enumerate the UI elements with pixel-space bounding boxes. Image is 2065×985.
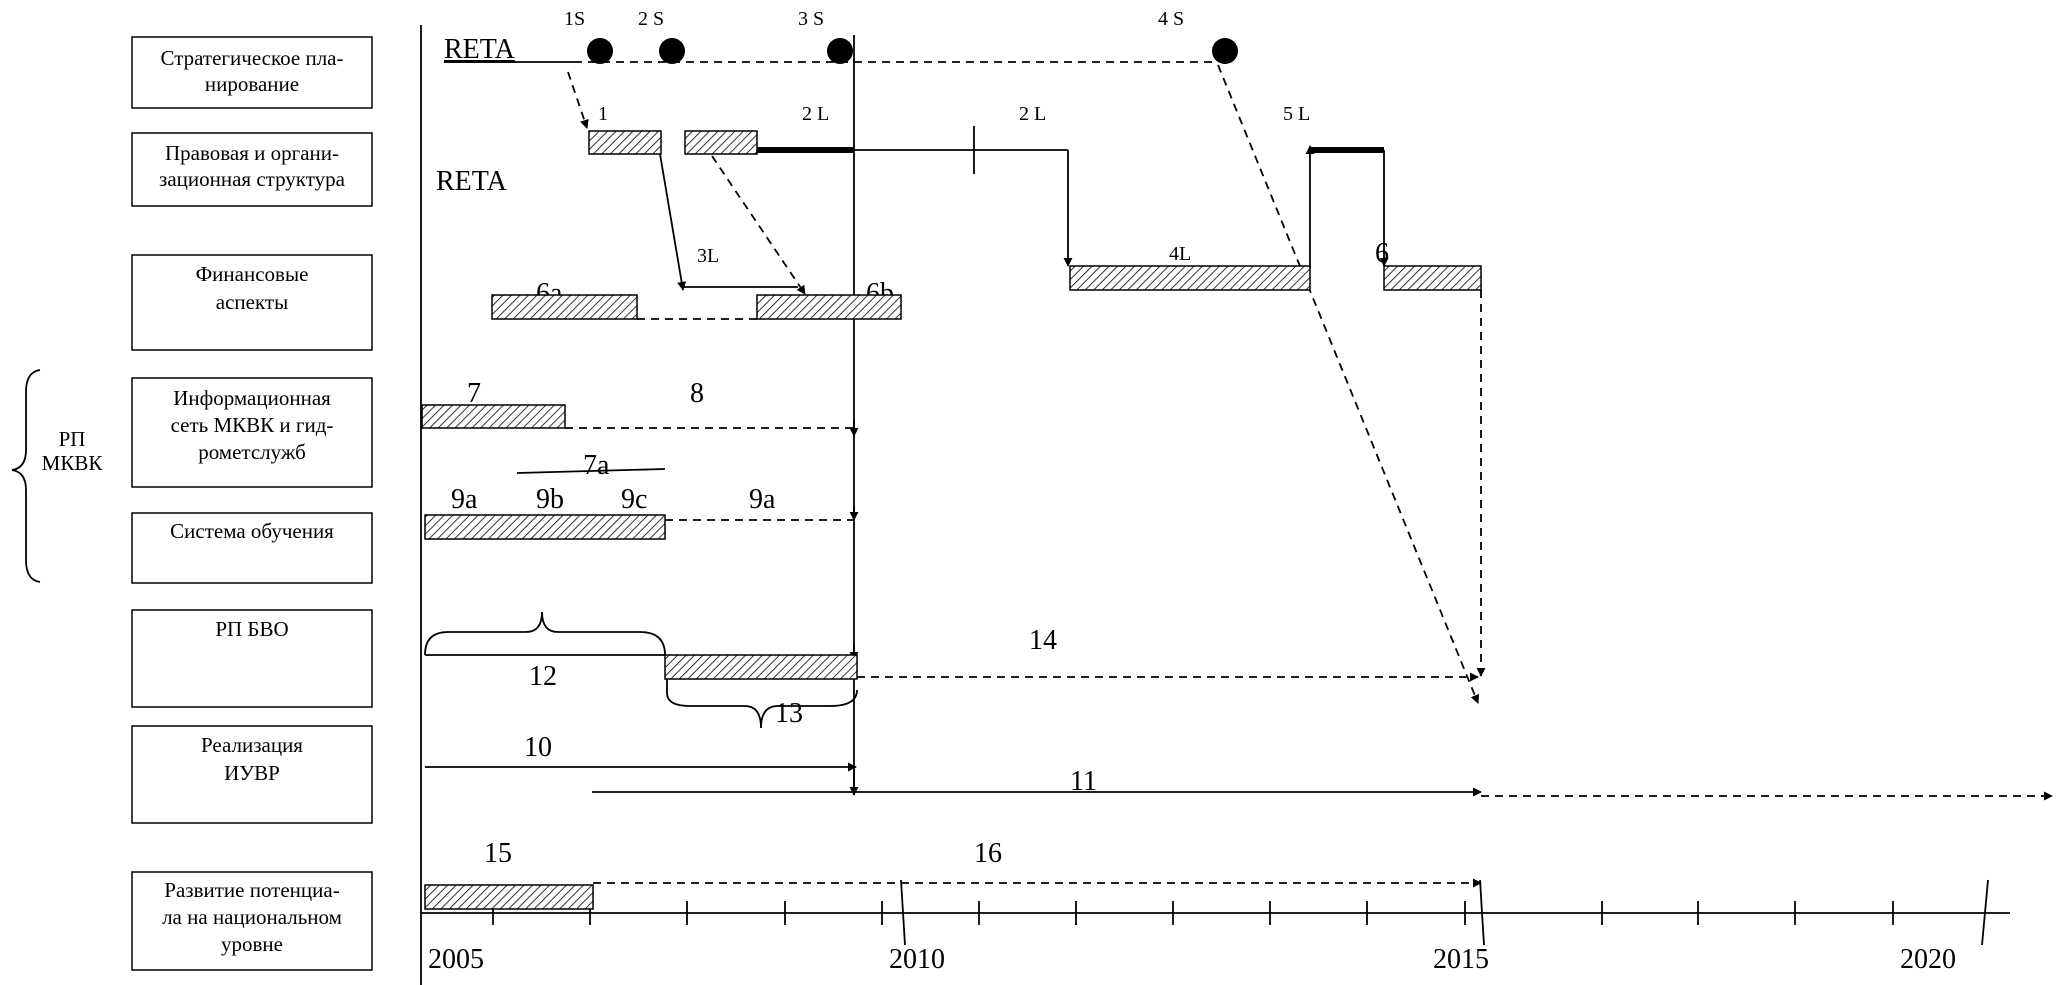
axis-tick-major xyxy=(1479,879,1485,946)
bar-7 xyxy=(421,404,566,429)
bar-2 xyxy=(684,130,758,155)
svg-text:Развитие потенциа-ла на национ: Развитие потенциа-ла на национальном уров… xyxy=(162,878,342,956)
svg-text:РП БВО: РП БВО xyxy=(215,617,288,641)
year-label: 2010 xyxy=(889,944,945,975)
row-label-line: нирование xyxy=(205,72,299,96)
arrow-to-3L xyxy=(659,153,687,291)
row-label-line: Финансовые xyxy=(196,262,309,286)
bar-15 xyxy=(424,884,594,910)
bar-label-6: 6 xyxy=(1375,238,1389,269)
label-5L: 5 L xyxy=(1283,103,1310,125)
milestone-4s xyxy=(1212,38,1238,64)
row-box-rpbvo: РП БВО xyxy=(131,609,373,708)
row-label-line: сеть МКВК и гид- xyxy=(171,413,334,437)
label-16: 16 xyxy=(974,838,1002,869)
bar-9 xyxy=(424,514,666,540)
milestone-label: 1S xyxy=(564,8,585,30)
row-label-line: рометслужб xyxy=(198,440,306,464)
row-box-infonet: Информационная сеть МКВК и гид-рометслужб xyxy=(131,377,373,488)
label-2L: 2 L xyxy=(802,103,829,125)
bar-6 xyxy=(1383,265,1482,291)
row-label-line: ИУВР xyxy=(224,761,280,785)
year-label: 2020 xyxy=(1900,944,1956,975)
row-label-line: аспекты xyxy=(216,290,288,314)
row-label-line: Система обучения xyxy=(170,519,334,543)
milestone-label: 2 S xyxy=(638,8,664,30)
reta-label-mid: RETA xyxy=(436,166,508,197)
bar-label-1: 1 xyxy=(598,103,608,125)
bar-label-9a: 9a xyxy=(451,484,478,515)
reta-label-top: RETA xyxy=(444,34,516,65)
brace-13 xyxy=(666,679,858,729)
year-label: 2015 xyxy=(1433,944,1489,975)
bar-label-9c: 9c xyxy=(621,484,647,515)
row-box-training: Система обучения xyxy=(131,512,373,584)
label-7a: 7a xyxy=(583,450,610,481)
row-label-line: РП БВО xyxy=(215,617,288,641)
svg-text:Стратегическое пла-нирование: Стратегическое пла-нирование xyxy=(160,46,343,96)
bar-6a xyxy=(491,294,638,320)
bar-6b xyxy=(756,294,902,320)
year-label: 2005 xyxy=(428,944,484,975)
arrow-4s-to-rpbvo xyxy=(1217,64,1480,704)
label-10: 10 xyxy=(524,732,552,763)
label-14: 14 xyxy=(1029,625,1057,656)
milestone-1s xyxy=(587,38,613,64)
milestone-label: 4 S xyxy=(1158,8,1184,30)
label-3L: 3L xyxy=(697,245,719,267)
label-8: 8 xyxy=(690,378,704,409)
bar-label-4L: 4L xyxy=(1169,243,1191,265)
milestone-label: 3 S xyxy=(798,8,824,30)
strike-7a xyxy=(516,468,666,474)
group-brace xyxy=(11,369,41,583)
arrow-strategic-to-1 xyxy=(567,71,589,129)
label-12: 12 xyxy=(529,661,557,692)
bar-1 xyxy=(588,130,662,155)
svg-text:Система обучения: Система обучения xyxy=(170,519,334,543)
bar-4L xyxy=(1069,265,1311,291)
label-13: 13 xyxy=(775,698,803,729)
group-label: РП МКВК xyxy=(42,427,104,475)
row-label-line: уровне xyxy=(221,932,283,956)
label-2L: 2 L xyxy=(1019,103,1046,125)
svg-text:Правовая и органи-зационная ст: Правовая и органи-зационная структура xyxy=(159,141,346,191)
arrow-bar2-to-6b xyxy=(711,155,806,295)
row-box-finance: Финансовые аспекты xyxy=(131,254,373,351)
bar-label-7: 7 xyxy=(467,378,481,409)
bar-label-9b: 9b xyxy=(536,484,564,515)
row-label-line: Информационная xyxy=(173,386,331,410)
row-label-line: зационная структура xyxy=(159,167,346,191)
row-box-capacity: Развитие потенциа-ла на национальном уров… xyxy=(131,871,373,971)
row-label-line: ла на национальном xyxy=(162,905,342,929)
milestone-2s xyxy=(659,38,685,64)
row-box-legal: Правовая и органи-зационная структура xyxy=(131,132,373,207)
bar-label-15: 15 xyxy=(484,838,512,869)
label-9a-2: 9a xyxy=(749,484,776,515)
axis-ticks xyxy=(492,879,1989,946)
row-label-line: Развитие потенциа- xyxy=(164,878,339,902)
row-box-strategic: Стратегическое пла-нирование xyxy=(131,36,373,109)
brace-12 xyxy=(424,611,666,656)
row-label-line: Стратегическое пла- xyxy=(160,46,343,70)
row-box-iuvr: Реализация ИУВР xyxy=(131,725,373,824)
axis-tick-major xyxy=(1981,879,1989,946)
axis-tick-major xyxy=(900,879,906,946)
milestone-3s xyxy=(827,38,853,64)
bar-13 xyxy=(664,654,858,680)
row-label-line: Реализация xyxy=(201,733,303,757)
row-label-line: Правовая и органи- xyxy=(165,141,339,165)
